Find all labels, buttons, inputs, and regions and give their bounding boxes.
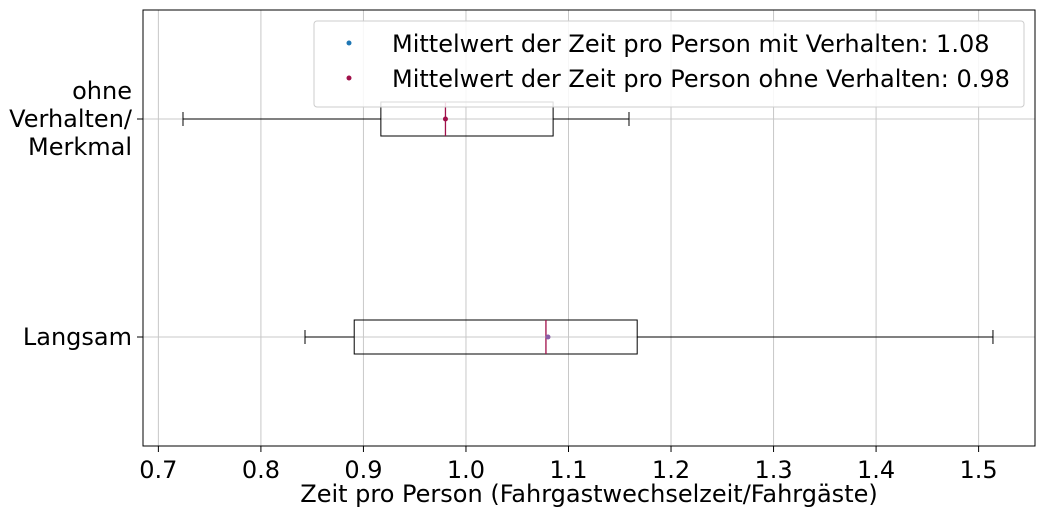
- x-tick-label: 1.1: [549, 456, 587, 484]
- legend-label-mit: Mittelwert der Zeit pro Person mit Verha…: [392, 30, 989, 58]
- legend-marker-mit: [346, 40, 352, 46]
- legend: Mittelwert der Zeit pro Person mit Verha…: [313, 20, 1025, 108]
- box-plot-langsam: [304, 319, 994, 355]
- x-tick-label: 1.2: [652, 456, 690, 484]
- plot-frame: [142, 9, 1036, 447]
- mean-point: [442, 116, 448, 122]
- x-tick-label: 1.4: [857, 456, 895, 484]
- y-axis-labels: Langsam ohne Verhalten/Merkmal: [9, 77, 143, 351]
- legend-label-ohne: Mittelwert der Zeit pro Person ohne Verh…: [392, 65, 1010, 93]
- iqr-box: [353, 319, 638, 355]
- x-tick-label: 0.9: [344, 456, 382, 484]
- y-tick-label: ohne Verhalten/Merkmal: [9, 77, 133, 161]
- box-plots: [182, 101, 994, 355]
- x-tick-label: 0.8: [242, 456, 280, 484]
- legend-marker-ohne: [346, 75, 352, 81]
- y-tick-label: Langsam: [23, 323, 132, 351]
- x-tick-label: 1.5: [960, 456, 998, 484]
- x-tick-label: 0.7: [139, 456, 177, 484]
- x-axis-label: Zeit pro Person (Fahrgastwechselzeit/Fah…: [300, 480, 877, 508]
- mean-point: [545, 334, 551, 340]
- x-axis-ticks: 0.7 0.8 0.9 1.0 1.1 1.2 1.3 1.4 1.5: [139, 446, 998, 484]
- legend-frame: [313, 20, 1025, 108]
- x-tick-label: 1.3: [754, 456, 792, 484]
- x-tick-label: 1.0: [447, 456, 485, 484]
